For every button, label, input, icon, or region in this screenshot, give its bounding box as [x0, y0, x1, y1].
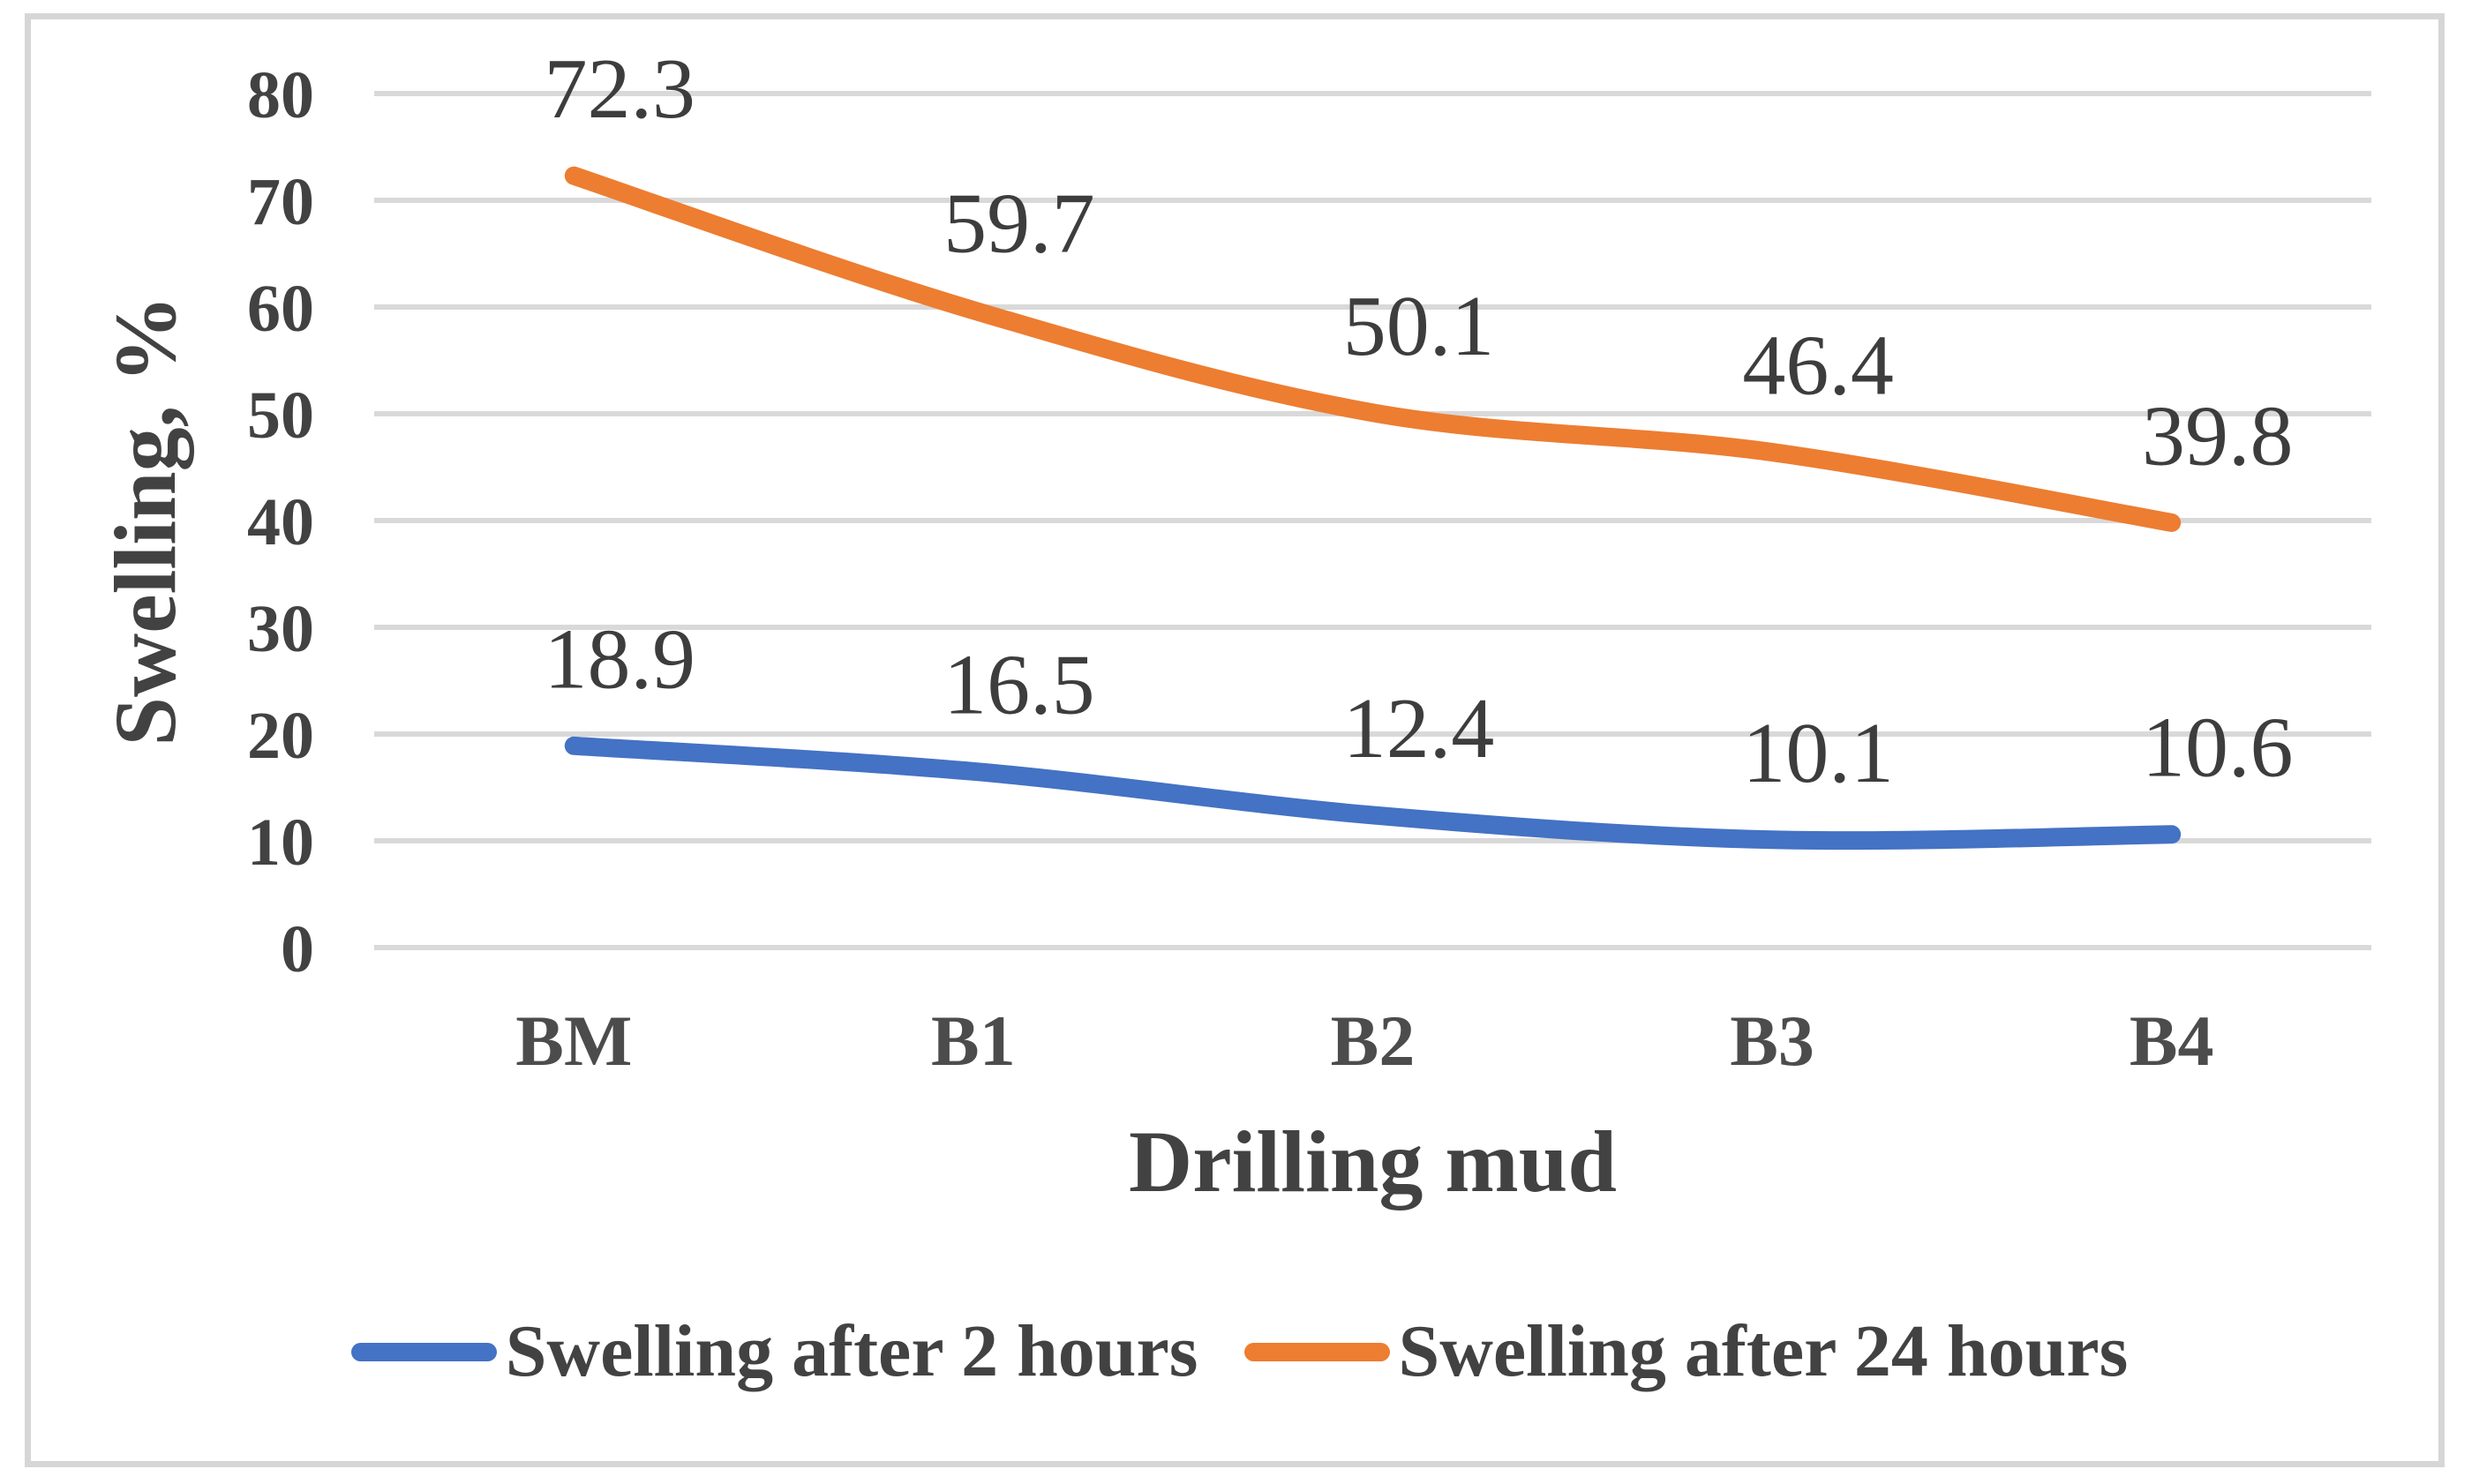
legend-label: Swelling after 2 hours: [505, 1310, 1198, 1392]
series-line-0: [564, 736, 2182, 851]
chart-legend: Swelling after 2 hours Swelling after 24 …: [0, 1315, 2479, 1389]
legend-item: Swelling after 24 hours: [1243, 1310, 2129, 1392]
data-label: 10.1: [1742, 706, 1894, 801]
data-label: 46.4: [1742, 319, 1894, 414]
legend-label: Swelling after 24 hours: [1398, 1310, 2129, 1392]
data-label: 72.3: [545, 41, 696, 137]
data-label: 10.6: [2142, 701, 2294, 796]
data-label: 50.1: [1343, 279, 1495, 374]
x-category-label: B3: [1730, 1001, 1814, 1081]
y-tick-label: 60: [247, 272, 314, 346]
data-label: 16.5: [943, 637, 1095, 732]
data-label: 12.4: [1343, 681, 1495, 776]
y-tick-label: 70: [247, 165, 314, 239]
legend-item: Swelling after 2 hours: [350, 1310, 1198, 1392]
x-category-label: B1: [931, 1001, 1016, 1081]
x-axis-title: Drilling mud: [1129, 1113, 1617, 1210]
y-tick-label: 40: [247, 485, 314, 559]
y-axis-title: Swelling, %: [96, 295, 194, 746]
x-category-label: B2: [1331, 1001, 1416, 1081]
x-category-label: B4: [2130, 1001, 2214, 1081]
y-tick-label: 20: [247, 699, 314, 773]
legend-swatch-icon: [1243, 1342, 1390, 1361]
legend-swatch-icon: [350, 1342, 497, 1361]
x-category-label: BM: [515, 1001, 632, 1081]
y-tick-label: 10: [247, 806, 314, 880]
series-line-1: [564, 166, 2182, 532]
y-tick-label: 30: [247, 592, 314, 666]
data-label: 18.9: [545, 611, 696, 707]
data-label: 39.8: [2142, 388, 2294, 483]
data-label: 59.7: [943, 176, 1095, 272]
y-tick-label: 80: [247, 58, 314, 132]
y-tick-label: 50: [247, 378, 314, 453]
y-tick-label: 0: [281, 912, 314, 986]
